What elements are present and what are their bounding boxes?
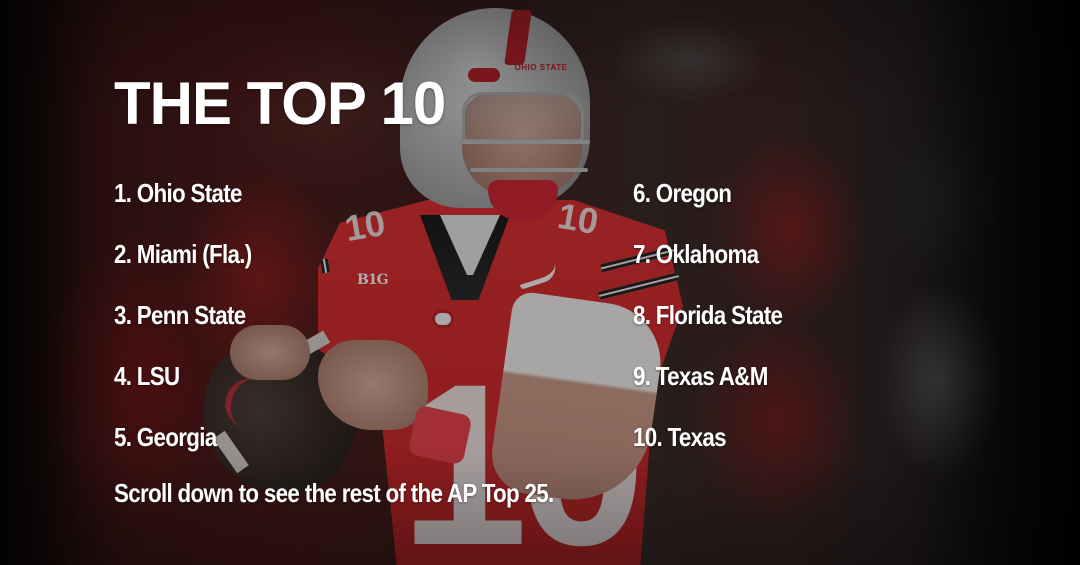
ranking-item-7: 7. Oklahoma <box>633 239 759 269</box>
ranking-item-9: 9. Texas A&M <box>633 361 768 391</box>
ranking-item-1: 1. Ohio State <box>114 178 242 208</box>
footer-note: Scroll down to see the rest of the AP To… <box>114 478 554 508</box>
ranking-item-5: 5. Georgia <box>114 422 217 452</box>
ranking-item-3: 3. Penn State <box>114 300 246 330</box>
ranking-item-4: 4. LSU <box>114 361 180 391</box>
ranking-item-6: 6. Oregon <box>633 178 732 208</box>
ranking-item-8: 8. Florida State <box>633 300 783 330</box>
ranking-item-2: 2. Miami (Fla.) <box>114 239 252 269</box>
ranking-item-10: 10. Texas <box>633 422 727 452</box>
graphic-title: THE TOP 10 <box>114 70 446 137</box>
